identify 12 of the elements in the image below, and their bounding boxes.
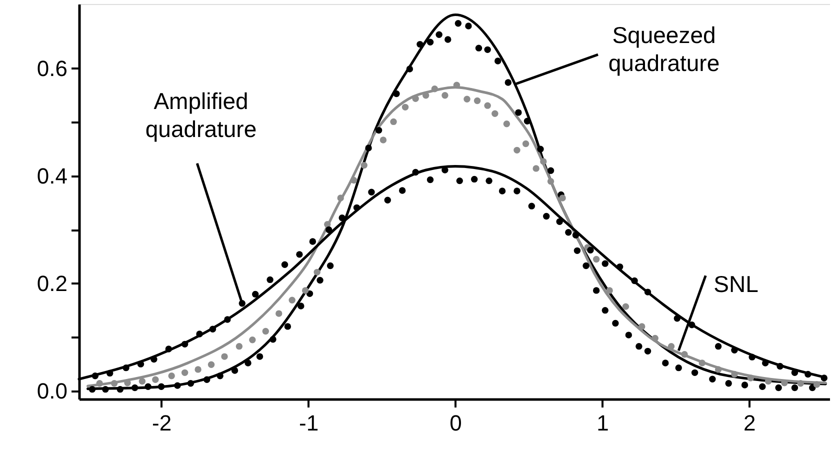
x-tick-label: 1 — [596, 410, 609, 436]
y-tick-label: 0.0 — [36, 378, 68, 404]
y-tick-label: 0.2 — [36, 270, 68, 296]
y-tick-label: 0.6 — [36, 56, 68, 81]
annotation: SNL — [714, 271, 759, 297]
annotation: Squeezed quadrature — [608, 22, 720, 76]
x-tick-label: 2 — [744, 410, 756, 436]
x-tick-label: -2 — [152, 410, 172, 436]
annotation: Amplified quadrature — [145, 88, 257, 142]
y-tick-label: 0.4 — [36, 163, 68, 188]
x-tick-label: -1 — [298, 410, 319, 436]
x-tick-label: 0 — [450, 410, 462, 436]
